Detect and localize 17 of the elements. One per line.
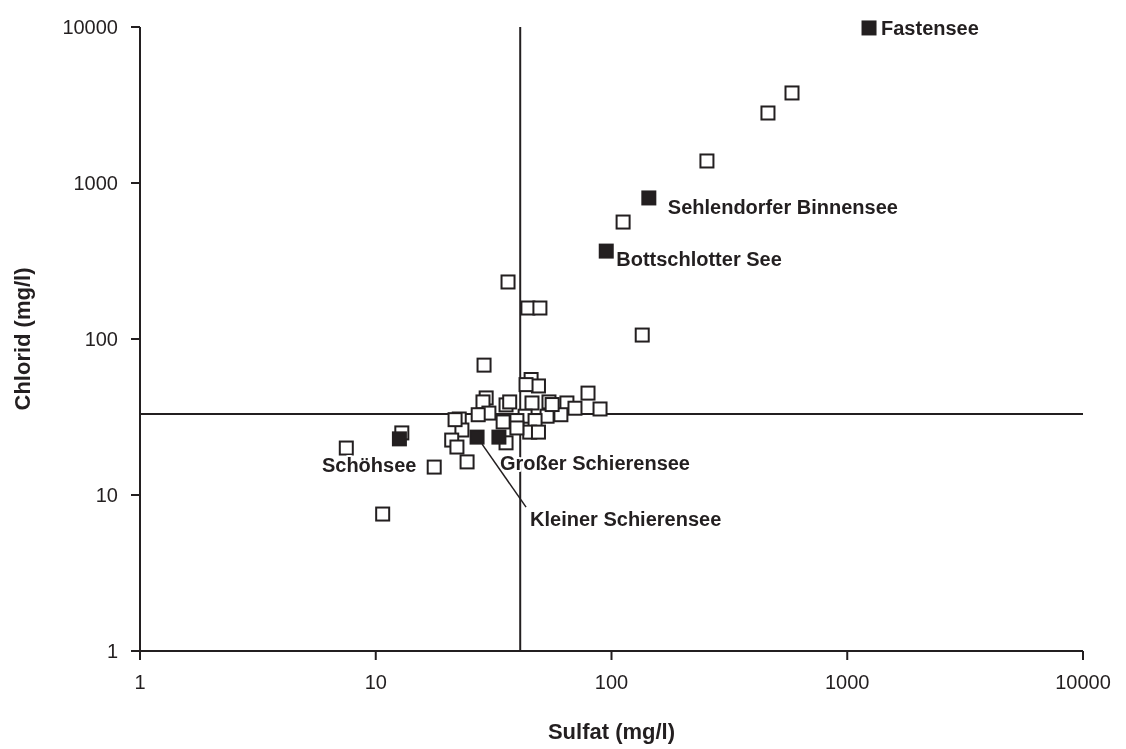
x-axis-title: Sulfat (mg/l) <box>547 719 676 744</box>
y-tick-label: 100 <box>84 328 118 350</box>
annotation: Fastensee <box>881 16 979 39</box>
annotation: Schöhsee <box>321 453 417 476</box>
y-tick-label: 1000 <box>73 172 118 194</box>
annotation: Kleiner Schierensee <box>530 508 722 531</box>
x-tick-label: 1 <box>134 671 146 693</box>
x-tick-label: 10 <box>364 671 387 693</box>
annotation: Bottschlotter See <box>616 248 782 271</box>
y-tick-label: 1 <box>106 640 118 662</box>
y-tick-label: 10000 <box>62 16 118 38</box>
y-axis-title: Chlorid (mg/l) <box>10 267 35 411</box>
x-tick-label: 1000 <box>825 671 870 693</box>
x-tick-label: 10000 <box>1055 671 1111 693</box>
x-tick-label: 100 <box>594 671 629 693</box>
annotation: Sehlendorfer Binnensee <box>667 195 898 218</box>
y-tick-label: 10 <box>95 484 118 506</box>
